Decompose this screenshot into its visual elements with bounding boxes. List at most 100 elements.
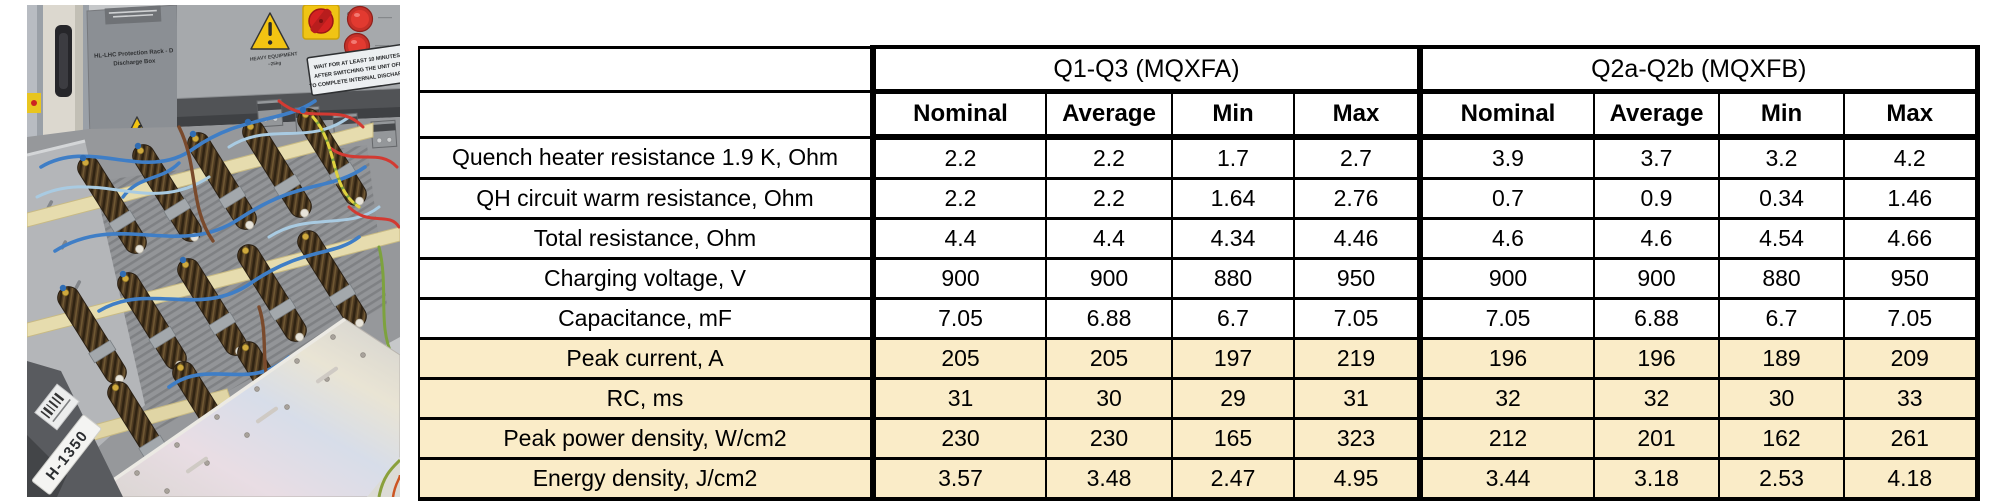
row-label: Total resistance, Ohm [418,217,874,260]
corner-cell [418,45,874,93]
cell: 205 [1045,337,1173,380]
cell: 196 [1593,337,1720,380]
cell: 196 [1417,337,1595,380]
cell: 2.2 [1045,135,1173,180]
col-header: Min [1171,90,1295,140]
cell: 4.2 [1843,135,1980,180]
cell: 4.6 [1417,217,1595,260]
cell: 900 [1417,257,1595,300]
table-row-highlighted: RC, ms 31 30 29 31 32 32 30 33 [418,377,1980,420]
cell: 230 [1045,417,1173,460]
cell: 201 [1593,417,1720,460]
column-header-row: Nominal Average Min Max Nominal Average … [418,90,1980,140]
rotary-switch [302,5,340,40]
cell: 4.4 [1045,217,1173,260]
table-row: Charging voltage, V 900 900 880 950 900 … [418,257,1980,300]
cell: 1.64 [1171,177,1295,220]
cell: 261 [1843,417,1980,460]
table-row: Capacitance, mF 7.05 6.88 6.7 7.05 7.05 … [418,297,1980,340]
cell: 950 [1293,257,1421,300]
exclamation-warning-icon [250,12,290,50]
cell: 0.7 [1417,177,1595,220]
heavy-equipment-label: HEAVY EQUIPMENT ~25kg [250,51,298,67]
row-label: RC, ms [418,377,874,420]
row-label: Charging voltage, V [418,257,874,300]
cell: 162 [1718,417,1845,460]
cell: 2.7 [1293,135,1421,180]
cell: 3.2 [1718,135,1845,180]
cell: 2.47 [1171,457,1295,501]
row-label: Energy density, J/cm2 [418,457,874,501]
cell: 30 [1718,377,1845,420]
barcode-label [34,383,80,431]
cell: 7.05 [1843,297,1980,340]
cell: 4.4 [870,217,1047,260]
cell: 4.54 [1718,217,1845,260]
cell: 189 [1718,337,1845,380]
corner-cell [418,90,874,139]
table-row-highlighted: Energy density, J/cm2 3.57 3.48 2.47 4.9… [418,457,1980,501]
wire-connectors [59,106,307,292]
cell: 32 [1593,377,1720,420]
cell: 212 [1417,417,1595,460]
cell: 1.46 [1843,177,1980,220]
cell: 6.7 [1718,297,1845,340]
quench-heater-parameters-table: Q1-Q3 (MQXFA) Q2a-Q2b (MQXFB) Nominal Av… [418,45,1980,501]
cell: 900 [870,257,1047,300]
cell: 2.2 [1045,177,1173,220]
rack-label-line2: Discharge Box [113,58,156,67]
cell: 3.48 [1045,457,1173,501]
table-row: QH circuit warm resistance, Ohm 2.2 2.2 … [418,177,1980,220]
cell: 3.57 [870,457,1047,501]
cell: 4.6 [1593,217,1720,260]
cell: 0.34 [1718,177,1845,220]
table-row: Total resistance, Ohm 4.4 4.4 4.34 4.46 … [418,217,1980,260]
table-row-highlighted: Peak power density, W/cm2 230 230 165 32… [418,417,1980,460]
rack-label-line1: HL-LHC Protection Rack - D [94,48,174,60]
col-header: Max [1293,90,1421,140]
cell: 900 [1045,257,1173,300]
rack-label: HL-LHC Protection Rack - D Discharge Box [94,48,174,67]
floor-corner [367,457,400,497]
foreground-equipment: H-1350 [27,361,123,497]
cell: 900 [1593,257,1720,300]
photo-illustration: HL-LHC Protection Rack - D Discharge Box [27,5,400,497]
drawer-front-panel [88,317,400,497]
col-header: Min [1718,90,1845,140]
cell: 205 [870,337,1047,380]
cell: 230 [870,417,1047,460]
cell: 219 [1293,337,1421,380]
cell: 323 [1293,417,1421,460]
group-header-row: Q1-Q3 (MQXFA) Q2a-Q2b (MQXFB) [418,45,1980,94]
cell: 2.2 [870,135,1047,180]
group-header-mqxfb: Q2a-Q2b (MQXFB) [1417,45,1980,94]
cell: 1.7 [1171,135,1295,180]
cell: 2.2 [870,177,1047,220]
cell: 6.88 [1593,297,1720,340]
row-label: Peak current, A [418,337,874,380]
cell: 30 [1045,377,1173,420]
table-row-highlighted: Peak current, A 205 205 197 219 196 196 … [418,337,1980,380]
cell: 3.9 [1417,135,1595,180]
cell: 165 [1171,417,1295,460]
cell: 4.18 [1843,457,1980,501]
row-label: Peak power density, W/cm2 [418,417,874,460]
cell: 880 [1171,257,1295,300]
cell: 4.95 [1293,457,1421,501]
cell: 3.18 [1593,457,1720,501]
cell: 2.53 [1718,457,1845,501]
col-header: Nominal [870,90,1047,140]
cell: 0.9 [1593,177,1720,220]
table-row: Quench heater resistance 1.9 K, Ohm 2.2 … [418,135,1980,180]
cell: 6.7 [1171,297,1295,340]
cell: 197 [1171,337,1295,380]
col-header: Average [1045,90,1173,140]
heavy-label-line2: ~25kg [268,60,282,67]
group-header-mqxfa: Q1-Q3 (MQXFA) [870,45,1421,94]
cell: 31 [1293,377,1421,420]
cell: 6.88 [1045,297,1173,340]
cell: 32 [1417,377,1595,420]
col-header: Average [1593,90,1720,140]
discharge-box-photo: HL-LHC Protection Rack - D Discharge Box [27,5,400,497]
